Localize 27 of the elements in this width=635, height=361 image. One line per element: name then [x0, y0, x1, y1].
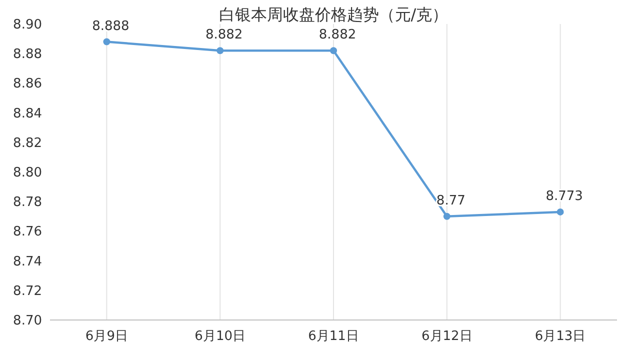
point: [556, 208, 564, 216]
y-tick-label: 8.72: [13, 284, 42, 299]
point: [103, 38, 110, 46]
y-tick-label: 8.74: [13, 254, 42, 270]
point: [216, 47, 224, 54]
y-tick-label: 8.78: [13, 195, 42, 210]
point: [330, 47, 337, 54]
x-tick-label: 6月13日: [534, 329, 586, 344]
y-tick-label: 8.82: [13, 136, 42, 151]
y-tick-label: 8.80: [13, 166, 42, 180]
data-label: 8.882: [205, 28, 243, 43]
point: [443, 212, 450, 220]
chart-title: 白银本周收盘价格趋势（元/克）: [218, 5, 448, 24]
y-tick-label: 8.70: [13, 314, 42, 328]
data-label: 8.773: [546, 188, 583, 204]
data-label: 8.77: [436, 193, 466, 208]
y-tick-label: 8.84: [13, 106, 42, 122]
x-tick-label: 6月9日: [85, 329, 128, 344]
y-tick-label: 8.86: [13, 76, 42, 92]
y-tick-label: 8.88: [13, 47, 42, 62]
x-tick-label: 6月11日: [308, 329, 359, 344]
data-label: 8.888: [92, 18, 130, 34]
data-label: 8.882: [318, 28, 356, 43]
x-tick-label: 6月12日: [421, 329, 472, 344]
y-tick-label: 8.90: [13, 18, 42, 32]
y-tick-label: 8.76: [13, 224, 42, 240]
x-tick-label: 6月10日: [194, 329, 246, 344]
